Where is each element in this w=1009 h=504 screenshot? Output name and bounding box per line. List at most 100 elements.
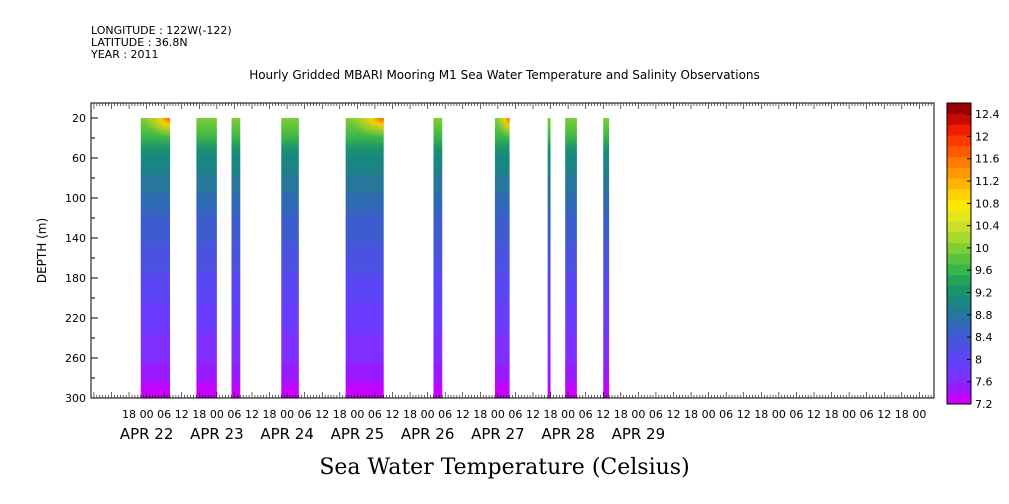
x-tick-label: 06 (789, 408, 803, 421)
colorbar-swatch (947, 167, 971, 179)
data-segment (547, 118, 551, 398)
colorbar-swatch (947, 264, 971, 276)
x-date-label: APR 22 (120, 425, 174, 443)
colorbar-swatch (947, 210, 971, 222)
colorbar-frame (946, 102, 972, 405)
chart-title: Hourly Gridded MBARI Mooring M1 Sea Wate… (249, 68, 760, 82)
colorbar-swatch (947, 382, 971, 394)
colorbar-label: 8.4 (975, 331, 993, 344)
y-tick-label: 60 (72, 152, 86, 165)
x-date-label: APR 23 (190, 425, 244, 443)
colorbar-swatch (947, 135, 971, 147)
plot-frame (90, 102, 935, 399)
warm-surface-patch (140, 118, 171, 140)
x-tick-label: 06 (719, 408, 733, 421)
y-axis-label: DEPTH (m) (35, 218, 49, 283)
colorbar-swatch (947, 307, 971, 319)
colorbar-swatch (947, 189, 971, 201)
colorbar-label: 11.2 (975, 175, 1000, 188)
x-date-label: APR 28 (541, 425, 595, 443)
warm-surface-patch (494, 118, 510, 140)
colorbar-label: 9.6 (975, 264, 993, 277)
longitude-label: LONGITUDE : 122W(-122) (91, 24, 232, 37)
y-tick-label: 140 (65, 232, 86, 245)
data-segment (140, 118, 171, 398)
x-tick-label: 00 (421, 408, 435, 421)
x-tick-label: 18 (403, 408, 417, 421)
y-tick-label: 260 (65, 352, 86, 365)
colorbar-label: 10.8 (975, 197, 1000, 210)
data-segment (603, 118, 610, 398)
data-segment (196, 118, 217, 398)
y-tick-label: 220 (65, 312, 86, 325)
colorbar-swatch (947, 361, 971, 373)
x-tick-label: 18 (473, 408, 487, 421)
colorbar-label: 12 (975, 130, 989, 143)
x-tick-label: 00 (280, 408, 294, 421)
colorbar-swatch (947, 350, 971, 362)
x-tick-label: 18 (614, 408, 628, 421)
x-tick-label: 00 (350, 408, 364, 421)
x-tick-label: 12 (245, 408, 259, 421)
colorbar-swatch (947, 253, 971, 265)
x-tick-label: 18 (754, 408, 768, 421)
x-tick-label: 00 (561, 408, 575, 421)
colorbar-swatch (947, 103, 971, 115)
x-tick-label: 00 (140, 408, 154, 421)
x-tick-label: 06 (157, 408, 171, 421)
x-tick-label: 00 (842, 408, 856, 421)
x-tick-label: 12 (737, 408, 751, 421)
x-tick-label: 06 (579, 408, 593, 421)
year-label: YEAR : 2011 (91, 48, 159, 61)
data-segment (565, 118, 577, 398)
colorbar-label: 8 (975, 353, 982, 366)
colorbar-swatch (947, 113, 971, 125)
colorbar-label: 7.6 (975, 376, 993, 389)
colorbar-swatch (947, 318, 971, 330)
colorbar-swatch (947, 232, 971, 244)
colorbar-swatch (947, 178, 971, 190)
x-tick-label: 12 (456, 408, 470, 421)
x-tick-label: 12 (526, 408, 540, 421)
data-segment (231, 118, 241, 398)
colorbar-swatch (947, 156, 971, 168)
y-tick-label: 180 (65, 272, 86, 285)
x-date-label: APR 25 (331, 425, 385, 443)
colorbar-label: 8.8 (975, 309, 993, 322)
colorbar-swatch (947, 296, 971, 308)
colorbar-swatch (947, 124, 971, 136)
colorbar-swatch (947, 371, 971, 383)
colorbar-swatch (947, 275, 971, 287)
x-tick-label: 12 (385, 408, 399, 421)
x-tick-label: 06 (508, 408, 522, 421)
x-tick-label: 06 (368, 408, 382, 421)
x-tick-label: 18 (895, 408, 909, 421)
colorbar-label: 10.4 (975, 220, 1000, 233)
x-tick-label: 00 (491, 408, 505, 421)
y-tick-label: 100 (65, 192, 86, 205)
chart-xlabel: Sea Water Temperature (Celsius) (319, 455, 690, 480)
x-tick-label: 06 (649, 408, 663, 421)
x-tick-label: 12 (877, 408, 891, 421)
colorbar-swatch (947, 199, 971, 211)
x-tick-label: 06 (860, 408, 874, 421)
colorbar-swatch (947, 146, 971, 158)
data-segment (494, 118, 510, 398)
x-tick-label: 06 (227, 408, 241, 421)
colorbar-label: 10 (975, 242, 989, 255)
x-tick-label: 12 (175, 408, 189, 421)
x-tick-label: 12 (596, 408, 610, 421)
x-tick-label: 18 (333, 408, 347, 421)
x-tick-label: 18 (263, 408, 277, 421)
y-tick-label: 20 (72, 112, 86, 125)
x-date-label: APR 24 (260, 425, 314, 443)
x-tick-label: 00 (772, 408, 786, 421)
colorbar-label: 7.2 (975, 398, 993, 411)
colorbar-swatch (947, 221, 971, 233)
colorbar-swatch (947, 285, 971, 297)
colorbar-swatch (947, 242, 971, 254)
colorbar-swatch (947, 393, 971, 405)
x-tick-label: 00 (631, 408, 645, 421)
colorbar-swatch (947, 339, 971, 351)
